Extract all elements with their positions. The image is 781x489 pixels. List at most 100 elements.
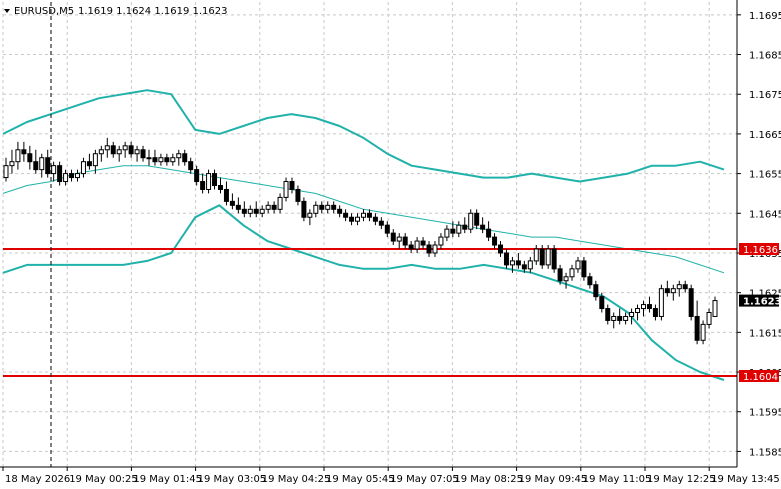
candle-body-up [706, 312, 712, 325]
candle-body-down [420, 240, 426, 246]
candle [194, 165, 200, 186]
triangle-down-icon[interactable] [4, 9, 10, 13]
candle-body-down [694, 315, 700, 341]
candle-body-down [200, 181, 206, 190]
candle-body-down [69, 173, 75, 179]
x-tick-label: 19 May 00:25 [69, 474, 138, 485]
candle-body-up [563, 276, 569, 282]
candle [420, 237, 426, 249]
candle [57, 161, 63, 186]
candle [277, 193, 283, 214]
candle [283, 177, 289, 202]
candle-body-up [283, 181, 289, 198]
candle-body-down [480, 224, 486, 230]
candle-body-up [325, 204, 331, 210]
y-tick-label: 1.1665 [749, 130, 781, 141]
candle [104, 137, 110, 158]
candle-body-down [212, 173, 218, 186]
level-label-box [739, 370, 779, 382]
candle-body-up [247, 208, 253, 214]
candle [98, 145, 104, 162]
x-tick-label: 19 May 08:25 [454, 474, 523, 485]
candle [241, 201, 247, 218]
candle [426, 241, 432, 257]
candle-body-down [45, 157, 51, 175]
candle [164, 153, 170, 166]
candle [307, 209, 313, 226]
candle [456, 221, 462, 238]
candle [706, 308, 712, 329]
candle-body-up [635, 308, 641, 313]
candle [110, 141, 116, 158]
candle [563, 272, 569, 289]
candle-body-down [301, 200, 307, 218]
candle-body-down [682, 284, 688, 290]
candle-body-down [57, 165, 63, 183]
bollinger-upper-line [2, 89, 725, 183]
candle [265, 201, 271, 214]
ohlc-values: 1.1619 1.1624 1.1619 1.1623 [78, 6, 228, 17]
x-tick-label: 19 May 13:45 [711, 474, 780, 485]
candle-body-up [360, 212, 366, 218]
candle [629, 308, 635, 325]
candle [396, 233, 402, 249]
candle-body-down [295, 188, 301, 202]
candle [605, 304, 611, 325]
candle-body-up [658, 288, 664, 317]
level-label: 1.1604 [743, 372, 778, 383]
candle [360, 209, 366, 222]
candle-body-up [533, 248, 539, 262]
candle-body-up [15, 149, 21, 163]
candle-body-down [235, 204, 241, 210]
candle [86, 153, 92, 170]
candle [355, 213, 361, 226]
candle [140, 145, 146, 162]
x-tick-label: 19 May 07:05 [390, 474, 459, 485]
x-tick-label: 19 May 11:05 [583, 474, 652, 485]
candle [617, 308, 623, 325]
candle-body-down [652, 308, 658, 317]
candle-body-down [450, 228, 456, 234]
candle [188, 157, 194, 174]
candle [372, 213, 378, 226]
candle [646, 296, 652, 313]
candle [319, 201, 325, 214]
candle-body-down [241, 208, 247, 214]
candle-body-down [164, 157, 170, 163]
candle [658, 284, 664, 321]
candle-body-up [700, 323, 706, 341]
candle-body-up [670, 288, 676, 294]
candle [9, 149, 15, 174]
horizontal-levels[interactable] [3, 248, 737, 377]
candle [152, 149, 158, 166]
x-tick-label: 19 May 01:45 [133, 474, 202, 485]
candle-body-down [384, 224, 390, 234]
candle-body-down [515, 260, 521, 266]
candle [33, 149, 39, 174]
candle-body-down [539, 248, 545, 266]
y-tick-label: 1.1585 [749, 447, 781, 458]
candle-body-up [313, 204, 319, 214]
candle [551, 245, 557, 273]
candle [539, 245, 545, 269]
candle-body-down [140, 149, 146, 159]
candle [313, 201, 319, 218]
candle-body-down [593, 284, 599, 298]
candle [27, 145, 33, 170]
candle-body-down [27, 153, 33, 163]
candle [498, 241, 504, 257]
candle-body-up [265, 204, 271, 210]
candle-body-up [259, 208, 265, 214]
y-tick-label: 1.1695 [749, 11, 781, 22]
candle-body-down [86, 161, 92, 167]
candle-body-up [176, 153, 182, 159]
candle [3, 157, 9, 182]
candle-body-up [3, 165, 9, 179]
candle [492, 233, 498, 249]
candle [253, 201, 259, 218]
candle [611, 312, 617, 329]
candle [474, 209, 480, 230]
candle-body-up [527, 260, 533, 270]
